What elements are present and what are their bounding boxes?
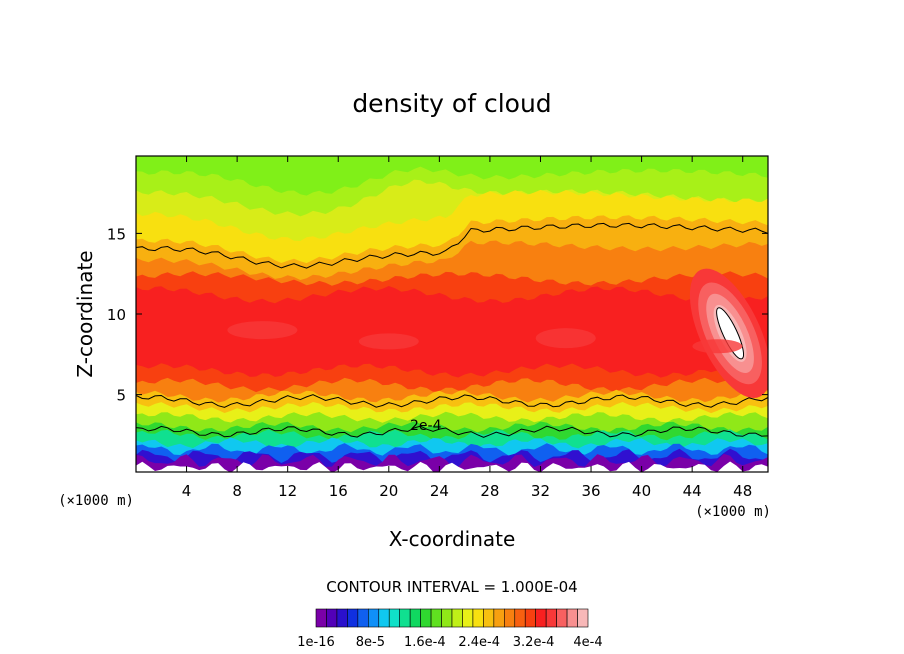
x-tick-label: 28 <box>480 482 499 500</box>
contour-label: 2e-4 <box>410 418 442 434</box>
colorbar-tick-label: 1e-16 <box>297 635 335 650</box>
colorbar-swatch <box>409 608 421 628</box>
x-tick-label: 44 <box>683 482 702 500</box>
contour-lines <box>136 222 768 438</box>
colorbar-swatch <box>378 608 390 628</box>
x-axis-ticks: 4 8 12 16 20 24 28 32 36 40 44 48 <box>182 156 752 500</box>
chart-title: density of cloud <box>352 89 551 118</box>
colorbar-swatch <box>577 608 589 628</box>
x-tick-label: 40 <box>632 482 651 500</box>
colorbar-swatch <box>399 608 411 628</box>
red-patch-4 <box>692 339 743 354</box>
x-tick-label: 16 <box>329 482 348 500</box>
colorbar-swatch <box>451 608 463 628</box>
colorbar-swatch <box>472 608 484 628</box>
red-patch-1 <box>358 333 419 350</box>
band-bottom-white <box>136 461 768 472</box>
x-unit-label-left: (×1000 m) <box>58 493 134 509</box>
colorbar-swatch <box>326 608 338 628</box>
x-tick-label: 8 <box>232 482 242 500</box>
x-tick-label: 32 <box>531 482 550 500</box>
colorbar <box>315 608 589 628</box>
colorbar-tick-label: 2.4e-4 <box>458 635 500 650</box>
colorbar-swatch <box>420 608 432 628</box>
x-tick-label: 36 <box>581 482 600 500</box>
colorbar-tick-label: 1.6e-4 <box>404 635 446 650</box>
contour-line-1 <box>136 222 768 269</box>
contour-interval-text: CONTOUR INTERVAL = 1.000E-04 <box>326 578 577 596</box>
colorbar-swatch <box>357 608 369 628</box>
x-tick-label: 24 <box>430 482 449 500</box>
colorbar-swatch <box>315 608 327 628</box>
colorbar-swatch <box>336 608 348 628</box>
colorbar-labels: 1e-16 8e-5 1.6e-4 2.4e-4 3.2e-4 4e-4 <box>297 635 602 650</box>
colorbar-swatch <box>388 608 400 628</box>
x-unit-label-right: (×1000 m) <box>695 504 771 520</box>
colorbar-swatch <box>514 608 526 628</box>
x-tick-label: 48 <box>733 482 752 500</box>
colorbar-swatch <box>524 608 536 628</box>
x-tick-label: 12 <box>278 482 297 500</box>
red-patch-3 <box>535 328 596 349</box>
colorbar-swatch <box>462 608 474 628</box>
x-axis-label: X-coordinate <box>389 527 516 551</box>
colorbar-swatch <box>483 608 495 628</box>
colorbar-tick-label: 4e-4 <box>573 635 602 650</box>
y-tick-label: 15 <box>107 225 126 243</box>
contour-line-3 <box>136 425 768 438</box>
y-axis-ticks: 5 10 15 <box>107 225 768 405</box>
colorbar-swatch <box>566 608 578 628</box>
contour-bands <box>136 156 768 472</box>
colorbar-tick-label: 3.2e-4 <box>513 635 555 650</box>
colorbar-swatch <box>545 608 557 628</box>
colorbar-swatch <box>504 608 516 628</box>
colorbar-swatch <box>430 608 442 628</box>
y-tick-label: 5 <box>116 387 126 405</box>
colorbar-swatch <box>493 608 505 628</box>
y-tick-label: 10 <box>107 306 126 324</box>
red-patch-2 <box>227 321 298 340</box>
colorbar-swatch <box>347 608 359 628</box>
colorbar-swatch <box>556 608 568 628</box>
colorbar-swatch <box>441 608 453 628</box>
x-tick-label: 20 <box>379 482 398 500</box>
y-axis-label: Z-coordinate <box>73 250 97 377</box>
colorbar-swatch <box>368 608 380 628</box>
x-tick-label: 4 <box>182 482 192 500</box>
contour-line-2 <box>136 394 768 408</box>
colorbar-swatch <box>535 608 547 628</box>
colorbar-tick-label: 8e-5 <box>356 635 385 650</box>
